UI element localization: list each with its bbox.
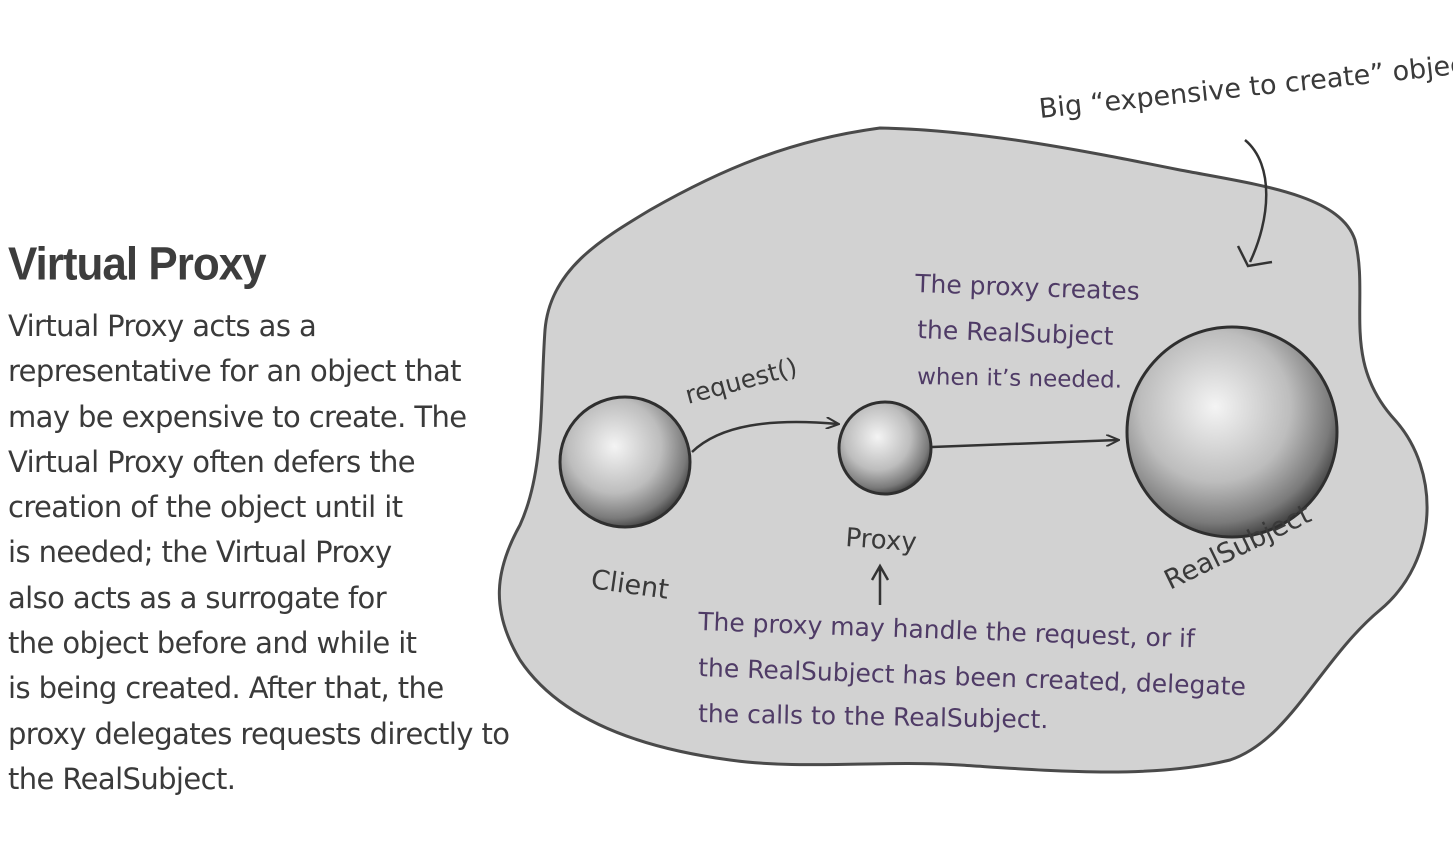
description-line: Virtual Proxy often defers the: [8, 444, 416, 479]
blob-background: [497, 126, 1429, 774]
description-paragraph: Virtual Proxy acts as a representative f…: [8, 304, 538, 802]
description-line: also acts as a surrogate for: [8, 580, 387, 615]
description-line: is being created. After that, the: [8, 671, 444, 706]
request-arrow: [691, 422, 838, 453]
top-note-pointer-arrowhead: [1236, 245, 1273, 268]
creates-note-line: the RealSubject: [917, 315, 1114, 351]
description-line: is needed; the Virtual Proxy: [8, 535, 392, 570]
bottom-note-line: the calls to the RealSubject.: [698, 699, 1049, 734]
description-line: may be expensive to create. The: [8, 399, 467, 434]
client-sphere: [558, 395, 692, 529]
description-line: the RealSubject.: [8, 761, 236, 796]
description-panel: Virtual Proxy Virtual Proxy acts as a re…: [8, 238, 538, 802]
realsubject-sphere: [1125, 325, 1339, 539]
description-line: proxy delegates requests directly to: [8, 716, 510, 751]
description-line: representative for an object that: [8, 354, 462, 389]
top-note-pointer-arrow: [1244, 139, 1268, 263]
creates-note-line: when it’s needed.: [917, 364, 1122, 394]
proxy-sphere: [837, 400, 933, 496]
top-note-label: Big “expensive to create” object: [1037, 48, 1453, 125]
description-line: the object before and while it: [8, 626, 417, 661]
proxy-label: Proxy: [845, 523, 918, 558]
proxy-note-pointer-arrow: [870, 563, 890, 605]
description-line: Virtual Proxy acts as a: [8, 309, 317, 343]
description-line: creation of the object until it: [8, 490, 403, 525]
delegate-arrow: [931, 440, 1118, 449]
section-heading: Virtual Proxy: [8, 238, 267, 291]
